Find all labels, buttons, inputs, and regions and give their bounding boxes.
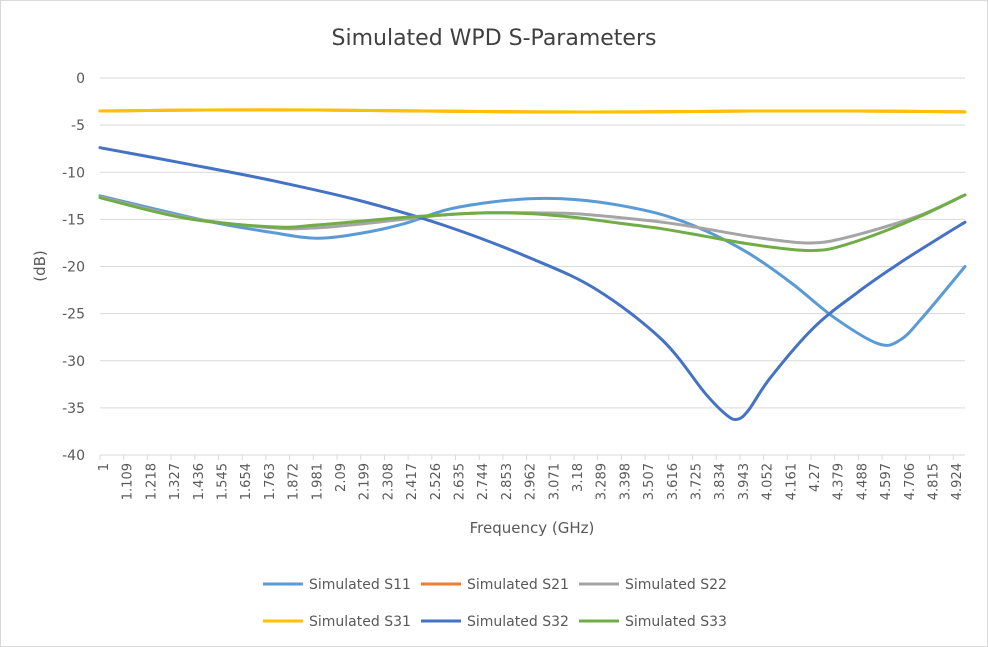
- x-tick-label: 3.289: [595, 463, 610, 500]
- x-tick-label: 4.161: [784, 463, 799, 500]
- x-axis-ticks: 1 1.109 1.218 1.327 1.436 1.545 1.654 1.763 1.87…: [97, 455, 965, 500]
- series-line-s6: [98, 193, 967, 253]
- x-tick-label: 2.635: [453, 463, 468, 500]
- legend-item: Simulated S11: [263, 577, 411, 593]
- series-line-s4: [98, 108, 967, 114]
- legend-item: Simulated S31: [263, 614, 411, 630]
- x-tick-label: 2.962: [524, 463, 539, 500]
- x-tick-label: 1.654: [239, 463, 254, 500]
- x-tick-label: 2.744: [476, 463, 491, 500]
- x-axis-title: Frequency (GHz): [470, 519, 595, 537]
- x-tick-label: 3.943: [737, 463, 752, 500]
- x-tick-label: 3.18: [571, 463, 586, 492]
- grid-layer: [100, 77, 965, 456]
- legend-item: Simulated S32: [421, 614, 569, 630]
- legend-label: Simulated S31: [309, 614, 411, 630]
- y-tick-label: -5: [71, 118, 85, 134]
- series-line-s3: [98, 193, 967, 245]
- legend-item: Simulated S21: [421, 577, 569, 593]
- legend-label: Simulated S11: [309, 577, 411, 593]
- x-tick-label: 1.545: [216, 463, 231, 500]
- x-tick-label: 1: [97, 463, 112, 471]
- x-tick-label: 1.436: [192, 463, 207, 500]
- x-tick-label: 2.853: [500, 463, 515, 500]
- legend-label: Simulated S33: [625, 614, 727, 630]
- x-tick-label: 1.327: [168, 463, 183, 500]
- x-tick-label: 3.071: [547, 463, 562, 500]
- x-tick-label: 2.199: [358, 463, 373, 500]
- series-line-s5: [98, 146, 967, 422]
- x-tick-label: 4.488: [855, 463, 870, 500]
- y-axis-title: (dB): [31, 250, 49, 282]
- x-tick-label: 3.616: [666, 463, 681, 500]
- x-tick-label: 3.725: [690, 463, 705, 500]
- legend: Simulated S11 Simulated S21 Simulated S22 S…: [263, 577, 727, 630]
- series-line-s1: [98, 194, 967, 347]
- x-tick-label: 1.218: [144, 463, 159, 500]
- x-tick-label: 4.27: [808, 463, 823, 492]
- series-layer: [98, 108, 967, 422]
- x-tick-label: 2.417: [405, 463, 420, 500]
- y-tick-label: -20: [62, 260, 85, 276]
- y-tick-label: -25: [62, 307, 85, 323]
- x-tick-label: 1.872: [287, 463, 302, 500]
- y-tick-label: -40: [62, 448, 85, 464]
- x-tick-label: 3.834: [713, 463, 728, 500]
- x-tick-label: 4.706: [903, 463, 918, 500]
- x-tick-label: 2.308: [381, 463, 396, 500]
- x-tick-label: 2.09: [334, 463, 349, 492]
- chart-title: Simulated WPD S-Parameters: [332, 26, 657, 51]
- y-tick-label: -15: [62, 212, 85, 228]
- x-tick-label: 4.924: [950, 463, 965, 500]
- x-tick-label: 3.398: [618, 463, 633, 500]
- x-tick-label: 1.109: [121, 463, 136, 500]
- x-tick-label: 4.597: [879, 463, 894, 500]
- y-tick-label: -30: [62, 354, 85, 370]
- legend-label: Simulated S32: [467, 614, 569, 630]
- x-tick-label: 4.052: [761, 463, 776, 500]
- x-tick-label: 4.815: [927, 463, 942, 500]
- y-axis-ticks: 0 -5 -10 -15 -20 -25 -30 -35 -40: [62, 71, 85, 464]
- y-tick-label: -10: [62, 165, 85, 181]
- x-tick-label: 2.526: [429, 463, 444, 500]
- legend-label: Simulated S21: [467, 577, 569, 593]
- legend-label: Simulated S22: [625, 577, 727, 593]
- x-tick-label: 3.507: [642, 463, 657, 500]
- y-tick-label: -35: [62, 401, 85, 417]
- x-tick-label: 1.981: [310, 463, 325, 500]
- x-tick-label: 1.763: [263, 463, 278, 500]
- y-tick-label: 0: [76, 71, 85, 87]
- x-tick-label: 4.379: [832, 463, 847, 500]
- legend-item: Simulated S22: [579, 577, 727, 593]
- legend-item: Simulated S33: [579, 614, 727, 630]
